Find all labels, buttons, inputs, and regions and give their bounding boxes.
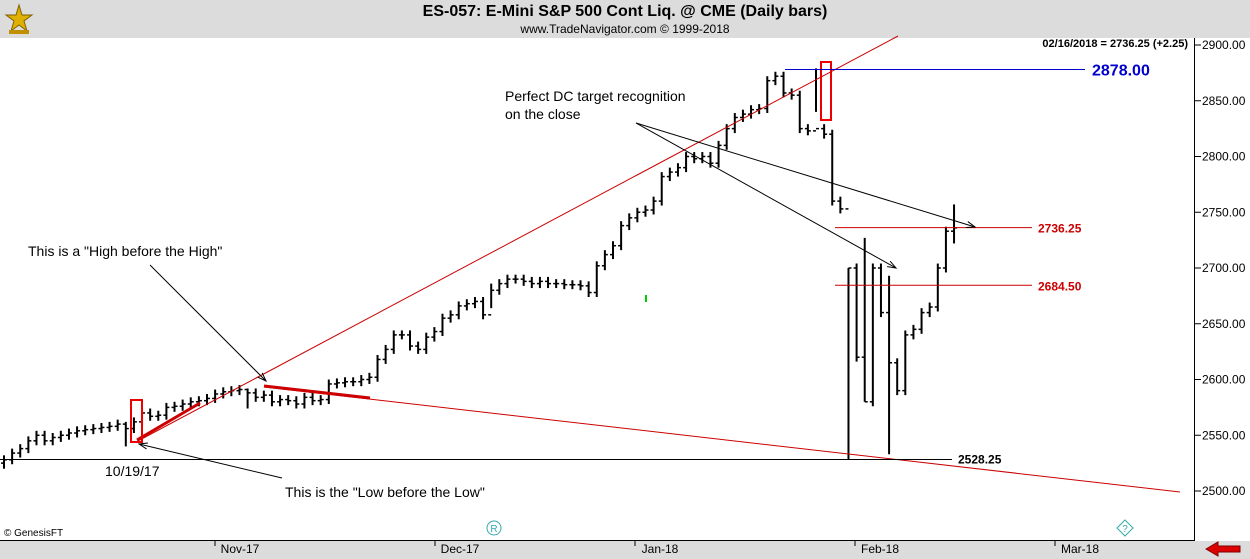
x-tick-label: Jan-18 (642, 542, 679, 556)
svg-text:?: ? (1122, 524, 1128, 535)
y-tick-label: 2500.00 (1202, 484, 1246, 498)
r-marker-icon: R (486, 520, 502, 536)
y-tick-label: 2700.00 (1202, 261, 1246, 275)
annotation-dc-target: Perfect DC target recognition (505, 88, 686, 104)
y-tick-label: 2650.00 (1202, 317, 1246, 331)
pointer-arrow (149, 264, 267, 382)
highlight-box-low (130, 399, 143, 443)
scroll-left-arrow-icon[interactable] (1205, 541, 1242, 557)
chart-subtitle: www.TradeNavigator.com © 1999-2018 (520, 22, 730, 36)
question-marker-icon: ? (1116, 519, 1134, 537)
date-label: 10/19/17 (105, 463, 160, 479)
y-tick-label: 2750.00 (1202, 205, 1246, 219)
y-tick-label: 2800.00 (1202, 150, 1246, 164)
level-label: 2684.50 (1038, 279, 1082, 293)
y-axis (1196, 38, 1250, 541)
x-tick-label: Dec-17 (441, 542, 480, 556)
y-tick-label: 2850.00 (1202, 94, 1246, 108)
chart-title: ES-057: E-Mini S&P 500 Cont Liq. @ CME (… (422, 3, 828, 20)
target-label: 2878.00 (1092, 63, 1150, 80)
annotation-high-before-high: This is a "High before the High" (28, 243, 222, 259)
pointer-arrow-head (137, 442, 148, 450)
y-tick-label: 2900.00 (1202, 38, 1246, 52)
x-tick-label: Feb-18 (861, 542, 899, 556)
x-tick-label: Mar-18 (1061, 542, 1099, 556)
pointer-arrow (635, 122, 976, 228)
level-label: 2736.25 (1038, 222, 1082, 236)
y-tick-label: 2600.00 (1202, 373, 1246, 387)
x-tick-label: Nov-17 (221, 542, 260, 556)
highlight-box-high (820, 61, 832, 121)
logo-icon (4, 3, 34, 34)
x-axis (0, 541, 1250, 559)
level-label: 2528.25 (958, 453, 1002, 467)
y-tick-label: 2550.00 (1202, 428, 1246, 442)
pointer-arrow (635, 122, 897, 269)
chart-header: ES-057: E-Mini S&P 500 Cont Liq. @ CME (… (0, 0, 1250, 38)
bold-down-segment (263, 384, 371, 400)
svg-text:R: R (490, 524, 497, 535)
pointer-arrow-head (257, 372, 268, 383)
last-price-info: 02/16/2018 = 2736.25 (+2.25) (1042, 38, 1188, 50)
lower-trend-line (263, 386, 1181, 493)
annotation-low-before-low: This is the "Low before the Low" (285, 484, 485, 500)
pointer-arrow (138, 443, 283, 479)
annotation-dc-target-line2: on the close (505, 106, 581, 122)
bold-up-segment (136, 401, 201, 442)
data-credit: © GenesisFT (4, 528, 64, 539)
pointer-arrow-head (887, 260, 898, 269)
pointer-arrow-head (965, 221, 977, 228)
